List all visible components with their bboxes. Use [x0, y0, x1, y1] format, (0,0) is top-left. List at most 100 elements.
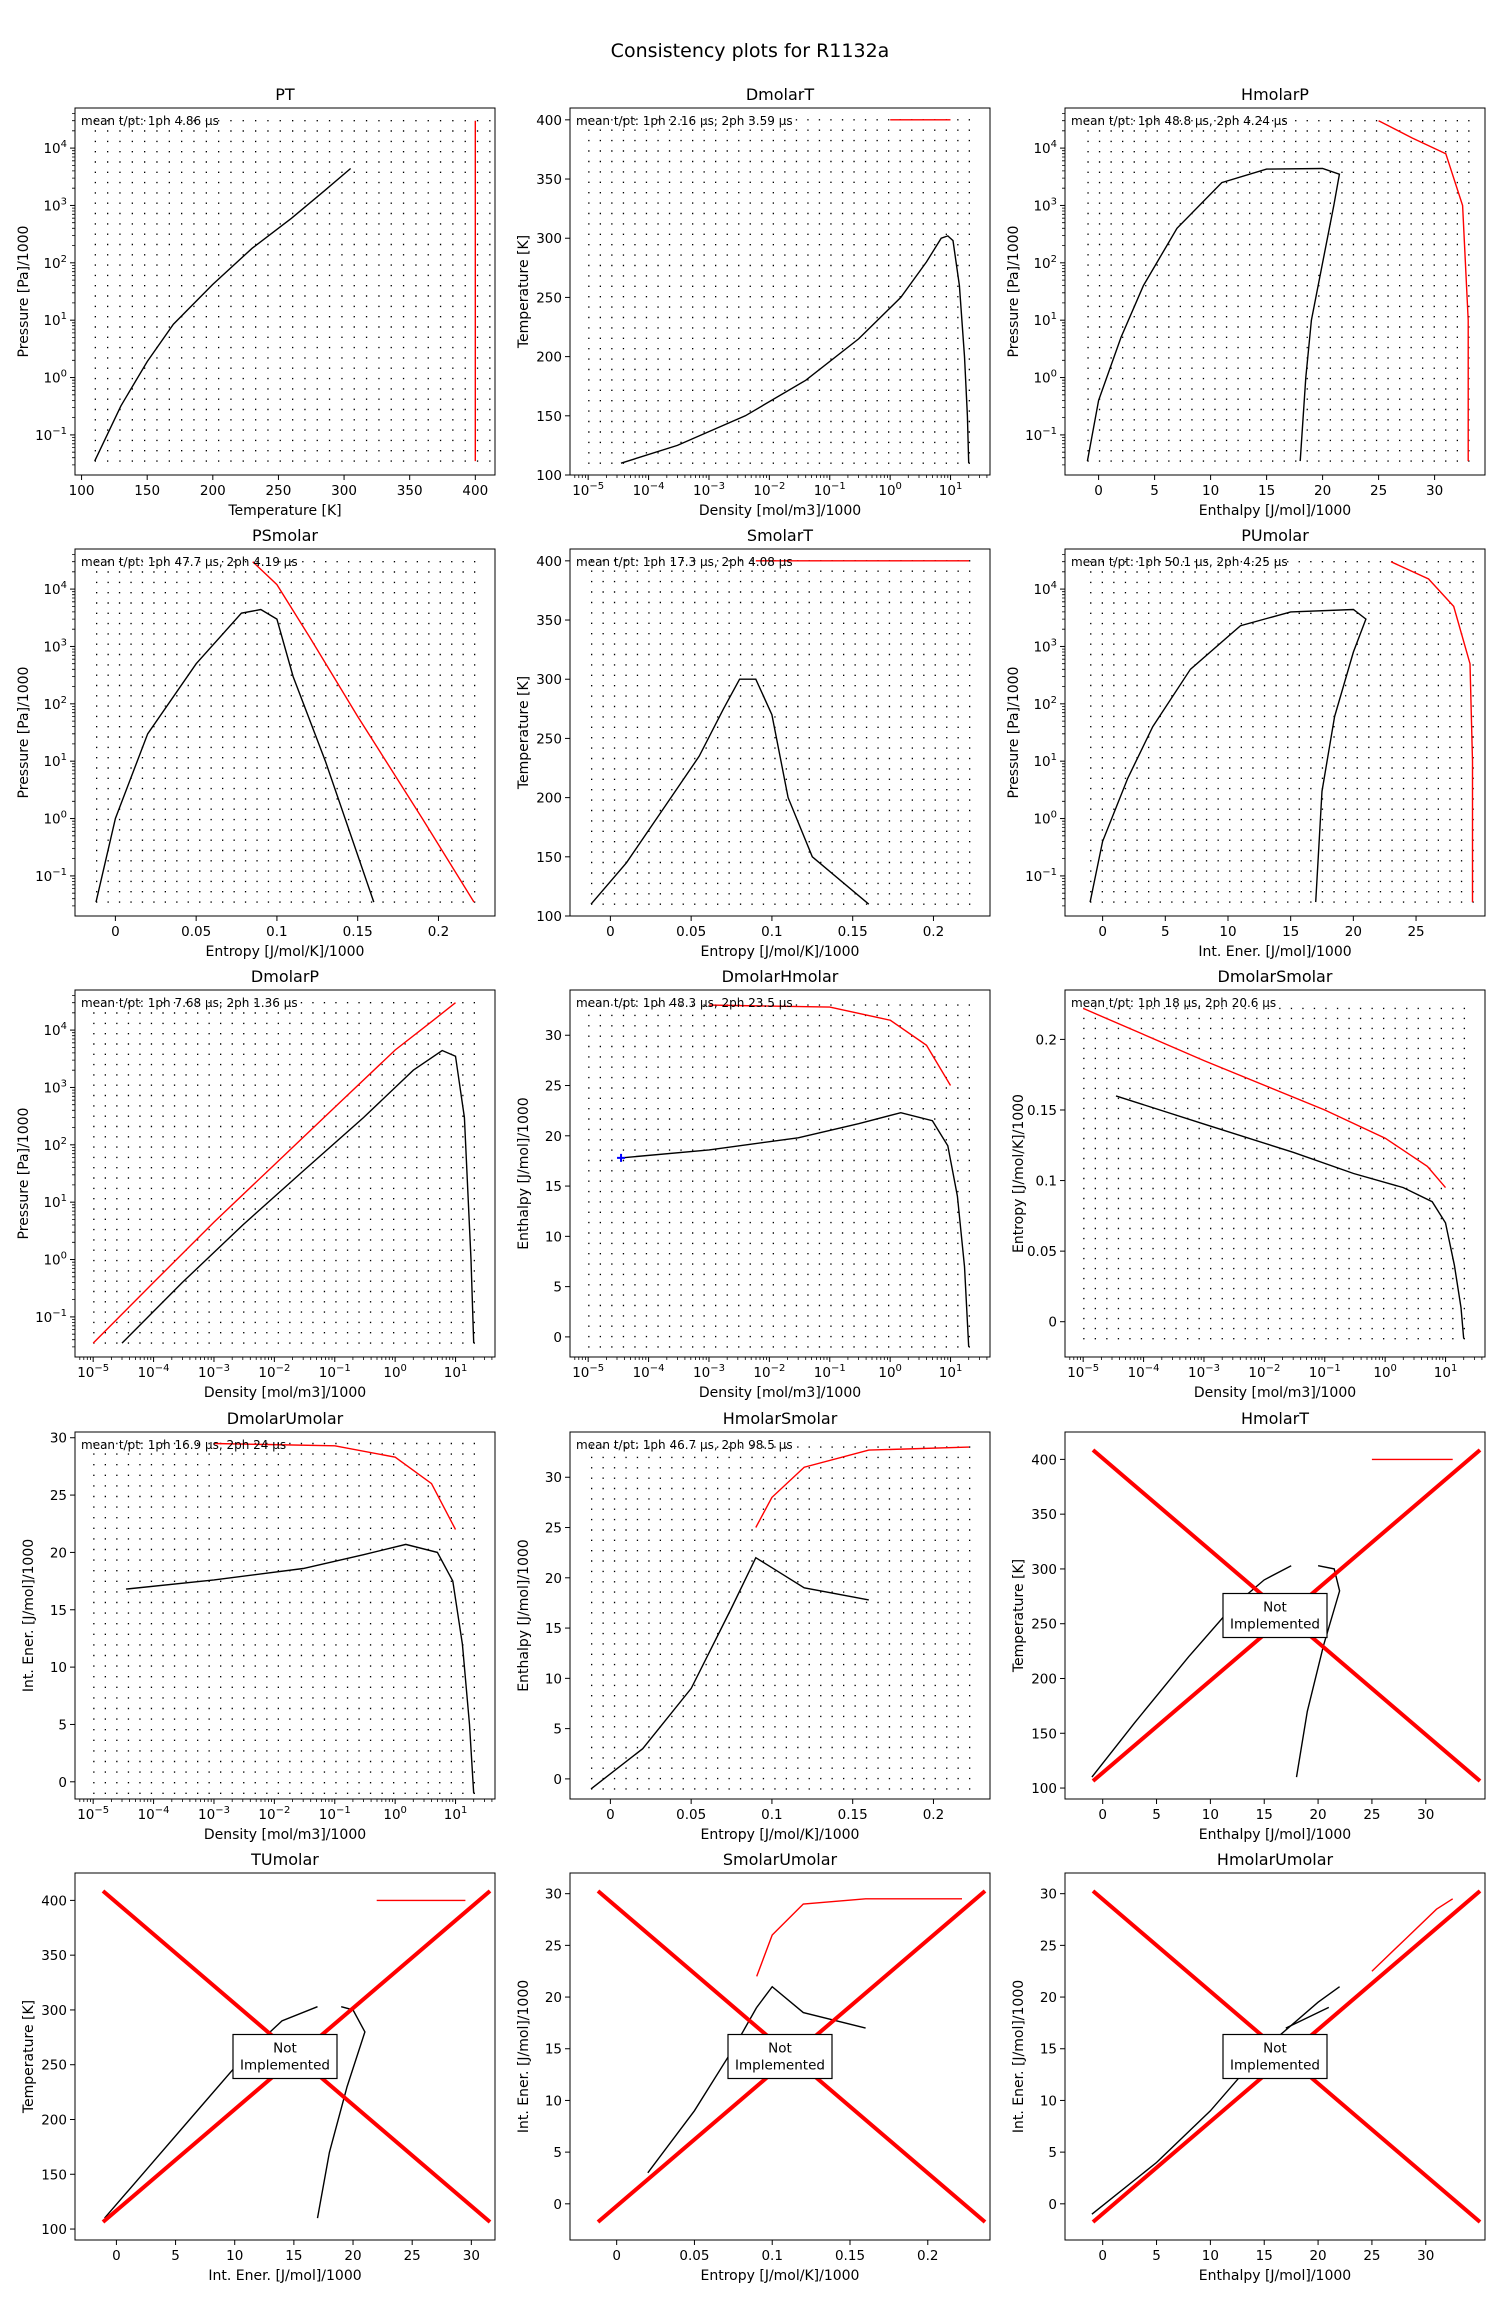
timing-annotation: mean t/pt: 1ph 48.3 µs, 2ph 23.5 µs — [576, 996, 793, 1010]
y-tick-label: 200 — [536, 350, 562, 366]
not-implemented-label: Not — [1263, 2041, 1287, 2057]
saturation-curve — [95, 608, 375, 903]
x-tick-label: 10 — [1219, 924, 1236, 940]
x-axis-label: Entropy [J/mol/K]/1000 — [701, 944, 860, 960]
timing-annotation: mean t/pt: 1ph 48.8 µs, 2ph 4.24 µs — [1071, 114, 1288, 128]
y-tick-label: 30 — [545, 1028, 562, 1044]
timing-annotation: mean t/pt: 1ph 46.7 µs, 2ph 98.5 µs — [576, 1438, 793, 1452]
x-tick-label: 0 — [1098, 1807, 1107, 1823]
x-axis-label: Enthalpy [J/mol]/1000 — [1199, 503, 1351, 519]
x-tick-label: 15 — [1282, 924, 1299, 940]
axes-frame — [74, 1872, 496, 2241]
x-minor-ticks — [574, 1357, 988, 1360]
saturation-curve — [647, 2007, 758, 2174]
y-axis-label: Temperature [K] — [516, 676, 532, 790]
y-tick-label: 300 — [536, 231, 562, 247]
state-point-grid — [588, 1004, 970, 1348]
not-implemented-label: Not — [1263, 1600, 1287, 1616]
y-tick-label: 103 — [1033, 637, 1057, 655]
y-tick-label: 102 — [43, 695, 67, 713]
y-tick-label: 102 — [1033, 695, 1057, 713]
x-tick-label: 10−4 — [138, 1363, 170, 1381]
y-axis-label: Enthalpy [J/mol]/1000 — [516, 1539, 532, 1691]
y-tick-label: 150 — [41, 2167, 67, 2183]
x-tick-label: 5 — [1161, 924, 1170, 940]
y-tick-label: 10 — [545, 2093, 562, 2109]
y-axis-label: Pressure [Pa]/1000 — [16, 1108, 32, 1240]
y-tick-label: 10 — [1040, 2093, 1057, 2109]
x-tick-label: 100 — [383, 1363, 407, 1381]
y-tick-label: 400 — [536, 554, 562, 570]
y-tick-label: 103 — [43, 1078, 67, 1096]
x-tick-label: 10−1 — [814, 481, 846, 499]
data-layer — [590, 560, 971, 905]
y-tick-label: 102 — [1033, 254, 1057, 272]
data-layer — [93, 1442, 475, 1794]
axes-frame — [74, 107, 496, 476]
x-tick-label: 0 — [606, 924, 615, 940]
x-tick-label: 100 — [878, 481, 902, 499]
y-tick-label: 400 — [536, 113, 562, 129]
subplot-HmolarP: HmolarP 0 5 10 15 20 25 30 10−1 100 101 102 103 104 En… — [1006, 85, 1486, 519]
y-tick-label: 103 — [1033, 196, 1057, 214]
x-tick-label: 101 — [1434, 1363, 1458, 1381]
y-tick-label: 100 — [536, 909, 562, 925]
axes-frame — [1064, 548, 1486, 917]
data-layer — [94, 120, 491, 462]
x-tick-label: 10−1 — [319, 1363, 351, 1381]
y-tick-label: 100 — [41, 2222, 67, 2238]
y-tick-label: 100 — [43, 1251, 67, 1269]
x-tick-label: 5 — [1152, 2248, 1161, 2264]
subplot-title: HmolarP — [1241, 85, 1309, 104]
x-tick-label: 20 — [1309, 1807, 1326, 1823]
y-tick-label: 10−1 — [1025, 426, 1057, 444]
saturation-curve — [121, 1049, 475, 1344]
y-minor-ticks — [1062, 113, 1065, 466]
y-tick-label: 10 — [50, 1660, 67, 1676]
x-tick-label: 10−2 — [1248, 1363, 1280, 1381]
y-tick-label: 100 — [43, 810, 67, 828]
subplot-title: DmolarP — [251, 967, 320, 986]
y-tick-label: 5 — [553, 1722, 562, 1738]
limit-curve — [92, 1002, 456, 1344]
data-layer — [92, 1002, 475, 1344]
x-axis-label: Entropy [J/mol/K]/1000 — [701, 1827, 860, 1843]
state-point-grid — [591, 1446, 971, 1790]
x-axis-label: Entropy [J/mol/K]/1000 — [206, 944, 365, 960]
y-tick-label: 10−1 — [35, 1308, 67, 1326]
x-axis-label: Temperature [K] — [227, 503, 341, 519]
y-tick-label: 100 — [1033, 810, 1057, 828]
y-tick-label: 102 — [43, 254, 67, 272]
state-point-grid — [93, 1442, 475, 1794]
subplot-DmolarT: DmolarT 10−5 10−4 10−3 10−2 10−1 100 101 100 150 2… — [516, 85, 991, 519]
x-tick-label: 15 — [1256, 1807, 1273, 1823]
y-tick-label: 5 — [553, 2145, 562, 2161]
x-axis-label: Enthalpy [J/mol]/1000 — [1199, 2268, 1351, 2284]
x-tick-label: 5 — [1150, 483, 1159, 499]
x-tick-label: 400 — [462, 483, 488, 499]
x-tick-label: 10−5 — [572, 481, 604, 499]
axes-frame — [1064, 1872, 1486, 2241]
x-tick-label: 0.15 — [838, 924, 868, 940]
y-tick-label: 20 — [545, 1990, 562, 2006]
x-tick-label: 0.05 — [679, 2248, 709, 2264]
y-tick-label: 103 — [43, 196, 67, 214]
x-tick-label: 0.1 — [761, 2248, 782, 2264]
subplot-title: HmolarUmolar — [1217, 1850, 1334, 1869]
x-tick-label: 0.05 — [676, 924, 706, 940]
x-tick-label: 101 — [444, 1805, 468, 1823]
limit-curve — [708, 1004, 952, 1086]
data-layer — [1091, 1898, 1454, 2215]
x-tick-label: 0 — [1098, 2248, 1107, 2264]
y-tick-label: 100 — [1033, 369, 1057, 387]
limit-curve — [213, 1442, 457, 1530]
y-tick-label: 350 — [536, 172, 562, 188]
y-tick-label: 104 — [1033, 139, 1057, 157]
y-tick-label: 101 — [1033, 752, 1057, 770]
axes-frame — [569, 1431, 991, 1800]
saturation-curve — [1086, 167, 1341, 462]
y-tick-label: 101 — [43, 752, 67, 770]
saturation-curve — [620, 1111, 970, 1347]
x-axis-label: Density [mol/m3]/1000 — [204, 1385, 366, 1401]
y-tick-label: 20 — [545, 1571, 562, 1587]
